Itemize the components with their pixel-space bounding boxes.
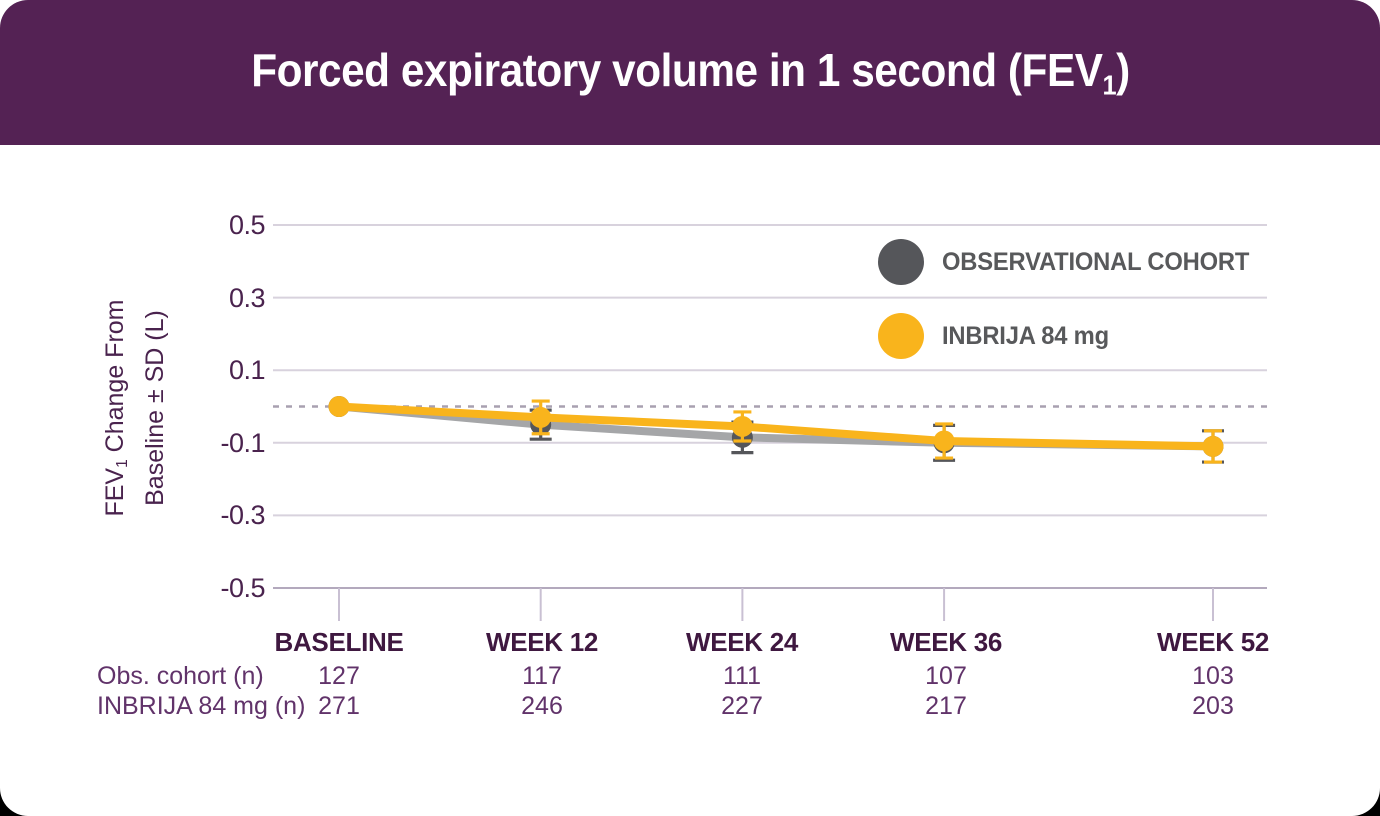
obs-n-week36: 107 <box>925 662 967 690</box>
table-row-label-inbrija: INBRIJA 84 mg (n) <box>97 692 306 720</box>
x-label-week36: WEEK 36 <box>889 627 1003 657</box>
data-point-inbrija-84-mg <box>731 415 753 437</box>
obs-n-week52: 103 <box>1192 662 1234 690</box>
y-axis-title-line2: Baseline ± SD (L) <box>140 310 169 506</box>
inbrija-n-week12: 246 <box>521 692 563 720</box>
inbrija-n-week52: 203 <box>1192 692 1234 720</box>
inbrija-n-week36: 217 <box>925 692 967 720</box>
obs-n-baseline: 127 <box>318 662 360 690</box>
y-tick-0.3: 0.3 <box>228 283 266 313</box>
chart-title: Forced expiratory volume in 1 second (FE… <box>251 43 1130 101</box>
legend-item-inbrija: INBRIJA 84 mg <box>878 313 1118 359</box>
obs-n-week12: 117 <box>522 662 562 690</box>
legend-item-observational-cohort: OBSERVATIONAL COHORT <box>878 239 1265 285</box>
y-tick--0.5: -0.5 <box>220 573 265 603</box>
inbrija-n-baseline: 271 <box>318 692 360 720</box>
chart-title-subscript: 1 <box>1101 69 1116 101</box>
x-label-baseline: BASELINE <box>274 627 404 657</box>
legend-label-observational-cohort: OBSERVATIONAL COHORT <box>942 247 1250 276</box>
y-tick-0.5: 0.5 <box>228 210 266 240</box>
data-point-inbrija-84-mg <box>328 396 350 417</box>
inbrija-n-week24: 227 <box>721 692 763 720</box>
header-banner: Forced expiratory volume in 1 second (FE… <box>0 0 1380 145</box>
y-tick-0.1: 0.1 <box>228 355 266 385</box>
obs-n-week24: 111 <box>722 662 761 690</box>
data-point-inbrija-84-mg <box>933 430 955 452</box>
y-tick--0.1: -0.1 <box>220 428 265 458</box>
y-axis-title: FEV1 Change From Baseline ± SD (L) <box>99 248 169 568</box>
legend-swatch-yellow-circle <box>878 313 924 359</box>
chart-title-suffix: ) <box>1115 44 1130 97</box>
x-label-week52: WEEK 52 <box>1156 627 1270 657</box>
y-tick--0.3: -0.3 <box>220 500 265 530</box>
y-axis-title-line1: FEV1 Change From <box>101 299 131 517</box>
legend-label-inbrija: INBRIJA 84 mg <box>942 321 1109 350</box>
x-label-week24: WEEK 24 <box>685 627 799 657</box>
table-row-label-obs-cohort: Obs. cohort (n) <box>97 662 264 690</box>
chart-title-text: Forced expiratory volume in 1 second (FE… <box>250 44 1103 97</box>
data-point-inbrija-84-mg <box>530 406 552 428</box>
data-point-inbrija-84-mg <box>1202 435 1224 457</box>
legend-swatch-gray-circle <box>878 239 924 285</box>
x-label-week12: WEEK 12 <box>485 627 599 657</box>
